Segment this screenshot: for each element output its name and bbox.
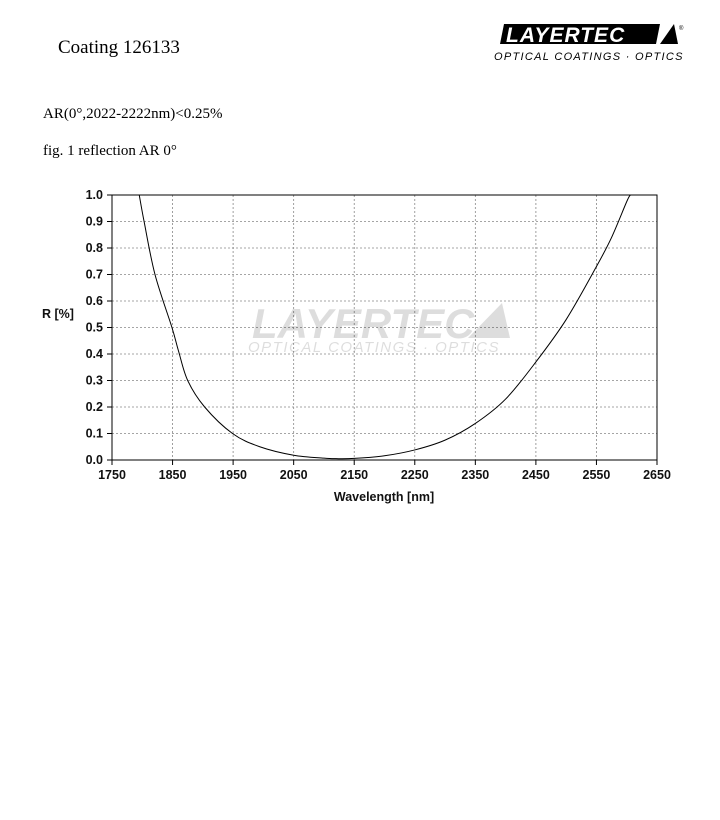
y-tick-label: 0.7 <box>86 268 103 282</box>
y-tick-label: 0.4 <box>86 347 103 361</box>
y-tick-label: 0.3 <box>86 374 103 388</box>
y-tick-label: 0.5 <box>86 321 103 335</box>
layertec-logo: LAYERTEC ® OPTICAL COATINGS · OPTICS <box>494 24 684 63</box>
svg-text:OPTICAL COATINGS · OPTICS: OPTICAL COATINGS · OPTICS <box>248 339 500 356</box>
x-tick-label: 1750 <box>98 468 126 482</box>
x-tick-label: 1950 <box>219 468 247 482</box>
y-axis-label: R [%] <box>42 307 74 321</box>
coating-spec: AR(0°,2022-2222nm)<0.25% <box>43 106 223 122</box>
y-tick-label: 0.9 <box>86 215 103 229</box>
y-tick-label: 0.0 <box>86 453 103 467</box>
figure-caption: fig. 1 reflection AR 0° <box>43 143 177 159</box>
coating-title: Coating 126133 <box>58 37 180 58</box>
svg-text:OPTICAL COATINGS · OPTICS: OPTICAL COATINGS · OPTICS <box>494 51 684 63</box>
svg-text:®: ® <box>679 25 684 32</box>
x-tick-label: 2650 <box>643 468 671 482</box>
x-tick-label: 2250 <box>401 468 429 482</box>
x-tick-label: 2450 <box>522 468 550 482</box>
y-tick-label: 1.0 <box>86 188 103 202</box>
svg-text:LAYERTEC: LAYERTEC <box>252 300 475 347</box>
x-tick-label: 2350 <box>461 468 489 482</box>
x-tick-label: 1850 <box>159 468 187 482</box>
x-tick-label: 2050 <box>280 468 308 482</box>
y-tick-label: 0.2 <box>86 400 103 414</box>
svg-text:LAYERTEC: LAYERTEC <box>506 24 625 47</box>
grid <box>112 195 657 460</box>
watermark: LAYERTEC OPTICAL COATINGS · OPTICS <box>248 300 510 356</box>
x-axis-label: Wavelength [nm] <box>334 490 434 504</box>
y-tick-label: 0.6 <box>86 294 103 308</box>
reflection-curve <box>138 194 631 460</box>
x-tick-label: 2550 <box>583 468 611 482</box>
y-tick-label: 0.8 <box>86 241 103 255</box>
x-tick-label: 2150 <box>340 468 368 482</box>
y-tick-label: 0.1 <box>86 427 103 441</box>
